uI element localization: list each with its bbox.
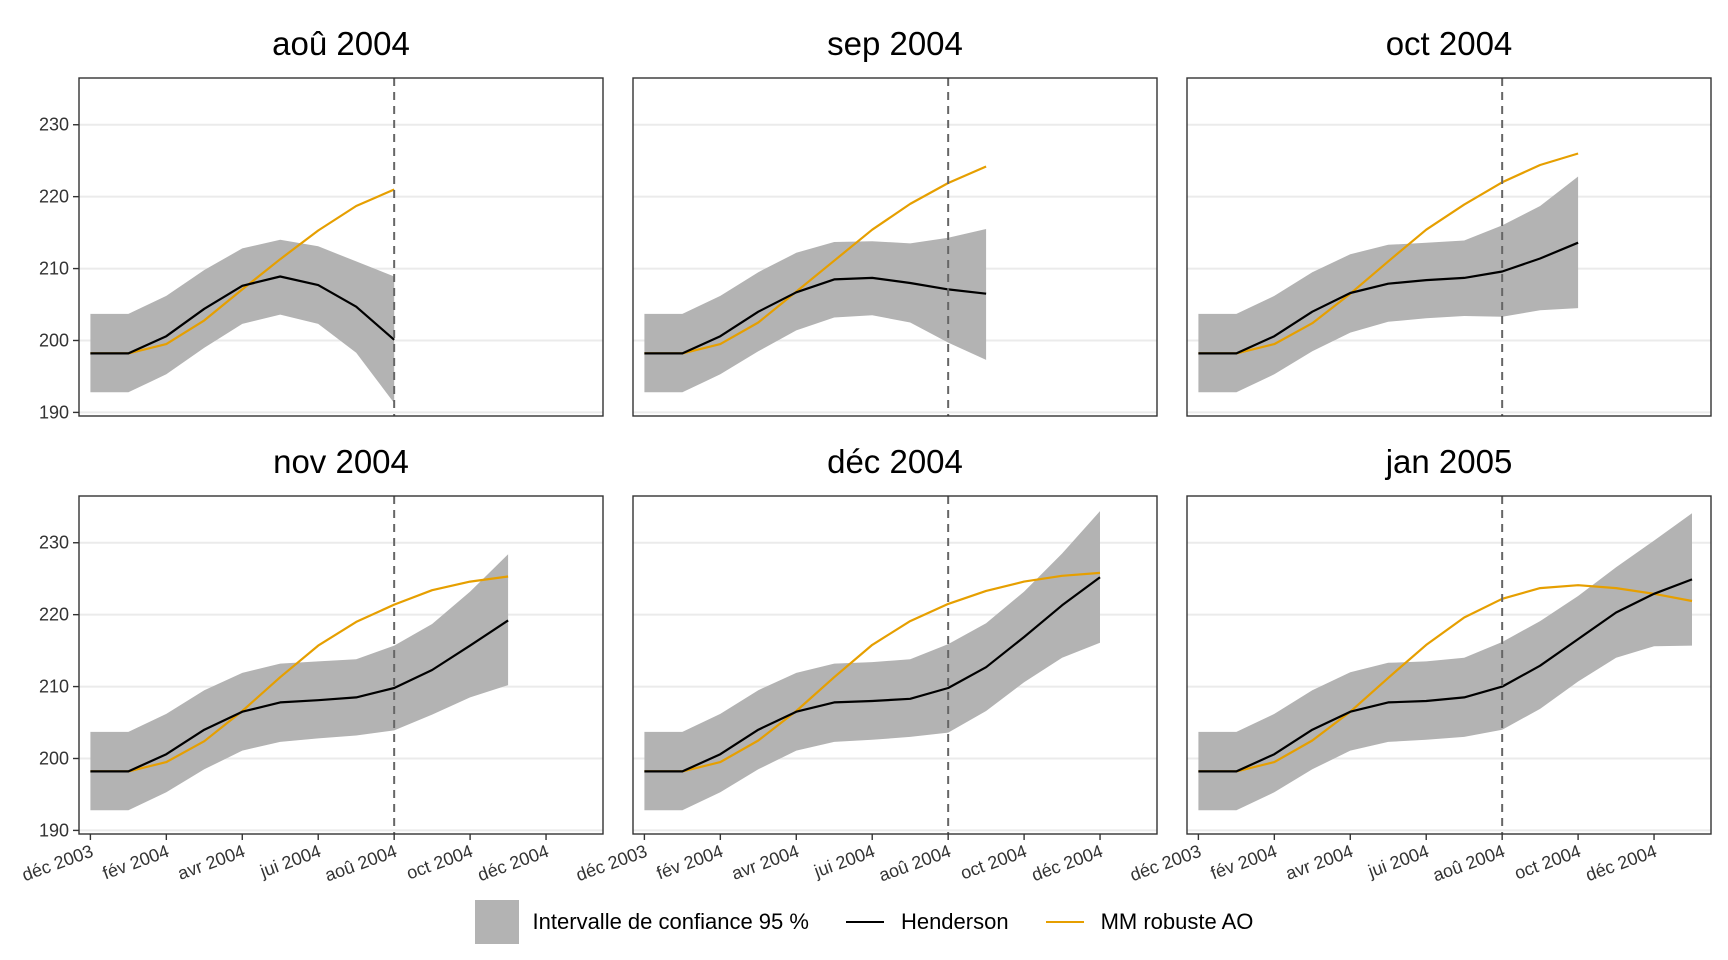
ytick-label: 230 — [39, 115, 69, 135]
panel-title: oct 2004 — [1386, 25, 1513, 62]
legend-item-henderson: Henderson — [843, 900, 1009, 944]
legend-item-ci: Intervalle de confiance 95 % — [474, 900, 809, 944]
xtick-label: fév 2004 — [654, 841, 726, 883]
panel-border — [78, 77, 604, 417]
ytick-label: 200 — [39, 748, 69, 768]
panel-title: jan 2005 — [1385, 443, 1513, 480]
panel-6: jan 2005 déc 2003 fév 2004 avr 2004 jui 2004… — [1127, 443, 1712, 885]
robust-series-line — [90, 575, 509, 773]
legend-key-ribbon — [474, 900, 519, 944]
ci-ribbon — [644, 229, 987, 393]
xtick-label: jui 2004 — [257, 841, 324, 882]
legend-item-robust: MM robuste AO — [1043, 900, 1254, 944]
robust-series-line — [644, 571, 1101, 773]
panel-border — [1186, 495, 1712, 835]
ytick-label: 220 — [39, 605, 69, 625]
panel-title: nov 2004 — [273, 443, 409, 480]
ci-ribbon — [644, 511, 1100, 811]
xtick-label: avr 2004 — [729, 841, 802, 884]
henderson-series-line — [1198, 578, 1693, 773]
panel-2: sep 2004 — [632, 25, 1158, 417]
henderson-series-line — [644, 276, 987, 355]
panel-title: aoû 2004 — [272, 25, 410, 62]
xtick-label: déc 2003 — [1127, 841, 1203, 885]
xtick-label: aoû 2004 — [876, 841, 953, 885]
xtick-label: fév 2004 — [1208, 841, 1280, 883]
panel-border — [78, 495, 604, 835]
panel-border — [632, 495, 1158, 835]
xtick-label: oct 2004 — [1512, 841, 1584, 883]
xtick-label: aoû 2004 — [322, 841, 399, 885]
ytick-label: 200 — [39, 330, 69, 350]
ci-ribbon — [90, 239, 395, 404]
panel-title: déc 2004 — [827, 443, 963, 480]
xtick-label: oct 2004 — [958, 841, 1030, 883]
robust-series-line — [1198, 152, 1579, 355]
panel-3: oct 2004 — [1186, 25, 1712, 417]
ytick-label: 230 — [39, 533, 69, 553]
xtick-label: jui 2004 — [1365, 841, 1432, 882]
ytick-label: 220 — [39, 187, 69, 207]
ytick-label: 190 — [39, 820, 69, 840]
legend-label-henderson: Henderson — [900, 909, 1009, 934]
robust-series-line — [90, 188, 395, 355]
legend-label-robust: MM robuste AO — [1100, 909, 1254, 934]
xtick-label: jui 2004 — [811, 841, 878, 882]
ytick-label: 210 — [39, 259, 69, 279]
panel-1: aoû 2004 190 200 210 220 230 — [39, 25, 604, 422]
xtick-label: déc 2004 — [475, 841, 551, 885]
xtick-label: déc 2004 — [1029, 841, 1105, 885]
xtick-label: déc 2003 — [19, 841, 95, 885]
legend-label-ci: Intervalle de confiance 95 % — [532, 909, 809, 934]
ci-ribbon — [1198, 513, 1692, 811]
xtick-label: fév 2004 — [100, 841, 172, 883]
henderson-series-line — [90, 619, 509, 773]
chart-legend: Intervalle de confiance 95 % Henderson M… — [0, 896, 1728, 948]
robust-series-line — [644, 165, 987, 355]
legend-key-henderson-line — [843, 900, 887, 944]
robust-series-line — [1198, 584, 1693, 773]
xtick-label: avr 2004 — [1283, 841, 1356, 884]
henderson-series-line — [90, 275, 395, 355]
xtick-label: déc 2004 — [1583, 841, 1659, 885]
xtick-label: déc 2003 — [573, 841, 649, 885]
panel-5: déc 2004 déc 2003 fév 2004 avr 2004 jui 2004… — [573, 443, 1158, 885]
xtick-label: oct 2004 — [404, 841, 476, 883]
legend-key-robust-line — [1043, 900, 1087, 944]
panel-title: sep 2004 — [827, 25, 963, 62]
ytick-label: 190 — [39, 402, 69, 422]
ytick-label: 210 — [39, 677, 69, 697]
panel-border — [632, 77, 1158, 417]
henderson-series-line — [644, 576, 1101, 773]
panel-border — [1186, 77, 1712, 417]
henderson-series-line — [1198, 241, 1579, 355]
xtick-label: avr 2004 — [175, 841, 248, 884]
xtick-label: aoû 2004 — [1430, 841, 1507, 885]
